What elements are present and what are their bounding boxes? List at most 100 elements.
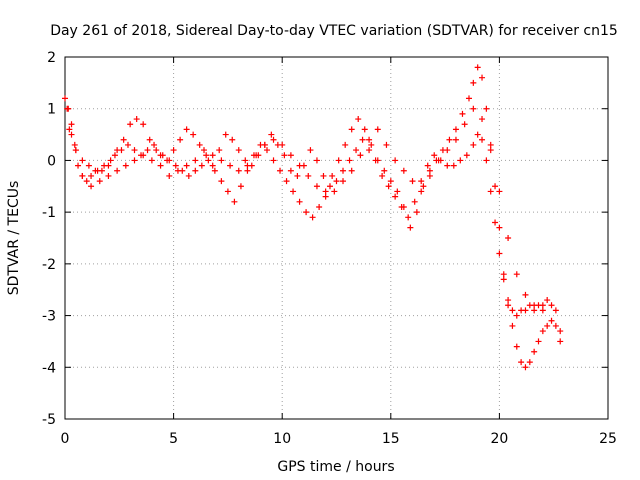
data-point <box>526 359 533 366</box>
data-point <box>400 167 407 174</box>
data-point <box>270 157 277 164</box>
data-point <box>148 157 155 164</box>
data-point <box>359 136 366 143</box>
data-point <box>463 152 470 159</box>
data-point <box>164 157 171 164</box>
data-point <box>85 162 92 169</box>
data-point <box>244 167 251 174</box>
data-point <box>331 188 338 195</box>
data-point <box>227 162 234 169</box>
data-point <box>120 136 127 143</box>
data-point <box>465 95 472 102</box>
data-point <box>487 141 494 148</box>
data-point <box>459 110 466 117</box>
data-point <box>426 172 433 179</box>
y-tick-label: -4 <box>42 360 56 376</box>
data-point <box>522 307 529 314</box>
data-point <box>183 162 190 169</box>
data-point <box>305 172 312 179</box>
data-point <box>474 131 481 138</box>
data-point <box>372 157 379 164</box>
data-point <box>383 141 390 148</box>
data-point <box>118 147 125 154</box>
data-point <box>237 183 244 190</box>
data-point <box>452 136 459 143</box>
data-point <box>474 64 481 71</box>
data-point <box>374 126 381 133</box>
data-point <box>470 79 477 86</box>
data-point <box>231 198 238 205</box>
data-point <box>431 152 438 159</box>
x-tick-label: 10 <box>273 431 291 447</box>
data-point <box>522 291 529 298</box>
data-point <box>407 224 414 231</box>
data-point <box>505 302 512 309</box>
x-tick-label: 0 <box>61 431 70 447</box>
data-point <box>296 162 303 169</box>
data-point <box>470 105 477 112</box>
data-point <box>531 302 538 309</box>
data-point <box>329 172 336 179</box>
data-point <box>111 152 118 159</box>
data-point <box>496 188 503 195</box>
data-point <box>552 307 559 314</box>
data-point <box>509 322 516 329</box>
data-point <box>151 141 158 148</box>
data-point <box>539 307 546 314</box>
data-point <box>394 188 401 195</box>
data-point <box>368 141 375 148</box>
data-point <box>146 136 153 143</box>
data-point <box>539 302 546 309</box>
data-point <box>209 152 216 159</box>
data-point <box>557 338 564 345</box>
x-tick-label: 25 <box>599 431 617 447</box>
data-point <box>392 193 399 200</box>
data-point <box>133 116 140 123</box>
y-tick-label: 0 <box>47 153 56 169</box>
points-layer <box>62 64 564 371</box>
data-point <box>244 162 251 169</box>
plot-frame <box>64 56 609 420</box>
data-point <box>157 152 164 159</box>
x-tick-label: 20 <box>490 431 508 447</box>
data-point <box>307 147 314 154</box>
data-point <box>174 167 181 174</box>
data-point <box>209 162 216 169</box>
data-point <box>235 147 242 154</box>
data-point <box>379 172 386 179</box>
data-point <box>313 157 320 164</box>
data-point <box>544 322 551 329</box>
data-point <box>242 157 249 164</box>
data-point <box>172 162 179 169</box>
data-point <box>513 271 520 278</box>
data-point <box>201 147 208 154</box>
y-tick-label: 2 <box>47 50 56 66</box>
x-tick-label: 5 <box>169 431 178 447</box>
data-point <box>68 131 75 138</box>
data-point <box>64 105 71 112</box>
data-point <box>268 131 275 138</box>
data-point <box>62 95 68 102</box>
data-point <box>144 147 151 154</box>
data-point <box>496 250 503 257</box>
data-point <box>235 167 242 174</box>
data-point <box>290 188 297 195</box>
data-point <box>535 338 542 345</box>
data-point <box>557 328 564 335</box>
data-point <box>294 172 301 179</box>
data-point <box>216 147 223 154</box>
data-point <box>270 136 277 143</box>
chart-title: Day 261 of 2018, Sidereal Day-to-day VTE… <box>50 23 618 39</box>
data-point <box>105 172 112 179</box>
data-point <box>198 162 205 169</box>
data-point <box>340 178 347 185</box>
data-point <box>479 136 486 143</box>
data-point <box>192 167 199 174</box>
data-point <box>552 322 559 329</box>
data-point <box>505 297 512 304</box>
data-point <box>114 167 121 174</box>
data-point <box>355 116 362 123</box>
y-tick-label: -3 <box>42 309 56 325</box>
data-point <box>124 141 131 148</box>
